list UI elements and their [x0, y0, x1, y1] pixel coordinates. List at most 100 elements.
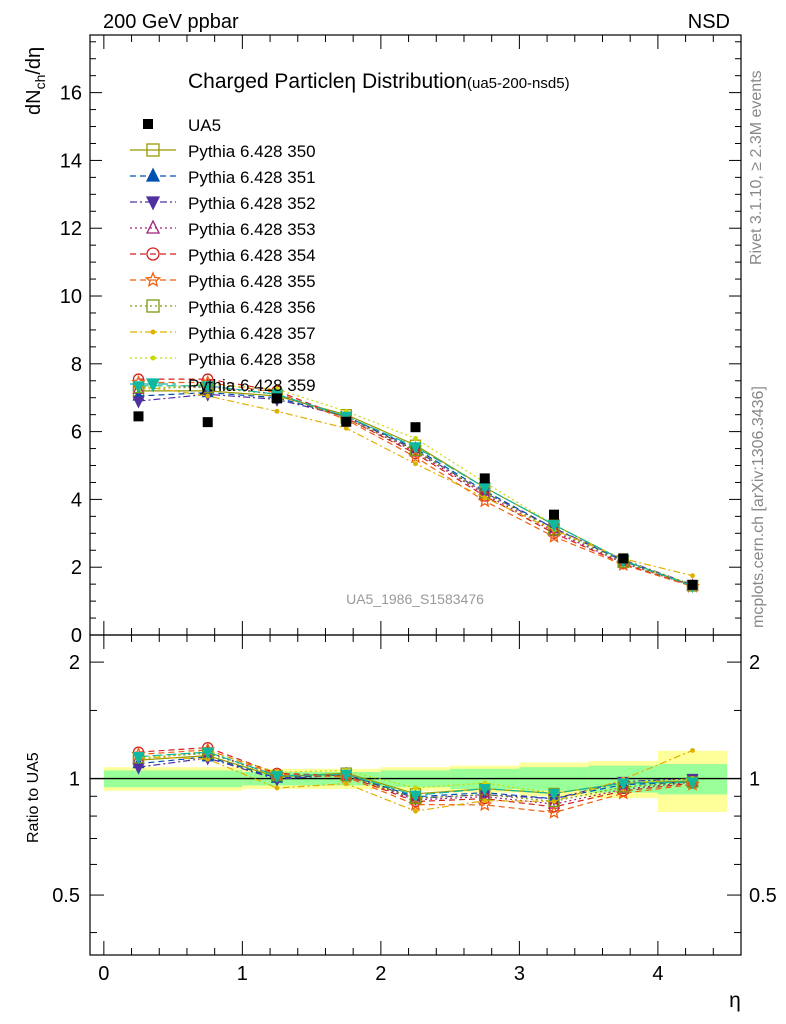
main-ytick-label: 8 — [71, 354, 82, 376]
point-marker — [477, 797, 493, 812]
main-ytick-label: 2 — [71, 557, 82, 579]
ua5-data-point — [410, 422, 421, 433]
point-marker — [145, 167, 161, 182]
series-line — [138, 391, 693, 587]
ua5-data-layer — [133, 393, 698, 590]
series-line — [138, 386, 693, 587]
ratio-ytick-label-right: 0.5 — [749, 885, 777, 907]
ua5-data-point — [133, 411, 144, 422]
point-marker — [144, 271, 162, 288]
point-marker — [686, 777, 699, 790]
point-marker — [547, 788, 561, 801]
series-ratio-line — [138, 749, 693, 814]
legend-label: Pythia 6.428 356 — [188, 298, 316, 317]
point-marker — [146, 143, 160, 157]
point-marker — [274, 408, 280, 414]
xtick-label: 3 — [514, 963, 525, 985]
point-marker — [409, 442, 422, 455]
point-marker — [150, 355, 156, 361]
legend-label: Pythia 6.428 350 — [188, 142, 316, 161]
ylabel-rest: /dη — [23, 47, 45, 75]
series-line — [138, 383, 693, 586]
point-marker — [482, 798, 488, 804]
point-marker — [482, 495, 488, 501]
main-ylabel: dNch/dη — [23, 47, 48, 115]
legend-label: Pythia 6.428 357 — [188, 324, 316, 343]
legend: UA5 Pythia 6.428 350 Pythia 6.428 351 Pythi… — [130, 116, 316, 395]
ratio-ytick-label: 2 — [69, 652, 80, 674]
point-marker — [132, 751, 145, 765]
xtick-label: 4 — [652, 963, 663, 985]
point-marker — [547, 520, 561, 533]
point-marker — [201, 381, 214, 394]
series-ratio-line — [138, 757, 693, 800]
point-marker — [274, 785, 280, 791]
ua5-data-point — [341, 416, 352, 427]
rivet-version-label: Rivet 3.1.10, ≥ 2.3M events — [748, 70, 765, 265]
title-eta-symbol: η — [344, 70, 356, 93]
point-marker — [145, 219, 161, 234]
ua5-data-point — [549, 509, 560, 520]
main-ytick-label: 6 — [71, 422, 82, 444]
point-marker — [413, 435, 418, 441]
point-marker — [150, 329, 156, 335]
main-ytick-label: 12 — [60, 218, 82, 240]
point-marker — [617, 781, 630, 794]
point-marker — [145, 378, 161, 393]
point-marker — [617, 778, 630, 791]
legend-label: Pythia 6.428 354 — [188, 246, 316, 265]
ratio-ytick-label: 0.5 — [52, 885, 80, 907]
xtick-label: 0 — [98, 963, 109, 985]
point-marker — [413, 461, 418, 467]
point-marker — [546, 804, 562, 819]
ratio-plot-frame — [89, 634, 742, 956]
point-marker — [146, 299, 160, 313]
series-line — [138, 385, 693, 577]
point-marker — [408, 796, 423, 811]
title-tag: (ua5-200-nsd5) — [467, 75, 570, 92]
mcplots-label: mcplots.cern.ch [arXiv:1306.3436] — [750, 386, 767, 628]
ua5-data-point — [618, 553, 629, 564]
point-marker — [343, 781, 349, 787]
series-line — [138, 381, 693, 588]
main-title: Charged Particleη Distribution(ua5-200-n… — [188, 70, 570, 93]
ua5-data-point — [202, 417, 213, 428]
header-right: NSD — [688, 11, 730, 33]
ua5-data-point — [271, 393, 282, 404]
mc-series-layer — [131, 373, 700, 819]
ratio-ytick-label-right: 2 — [749, 652, 760, 674]
legend-label: Pythia 6.428 355 — [188, 272, 316, 291]
point-marker — [690, 573, 695, 579]
point-marker — [478, 482, 491, 495]
legend-marker-ua5 — [143, 119, 153, 129]
legend-label: Pythia 6.428 351 — [188, 168, 316, 187]
legend-label: Pythia 6.428 359 — [188, 376, 316, 395]
legend-label: Pythia 6.428 358 — [188, 350, 316, 369]
title-text: Charged Particle — [188, 70, 344, 93]
ratio-axes: 0.5 0.5 1 1 2 2 — [52, 652, 777, 934]
xtick-label: 1 — [237, 963, 248, 985]
main-ytick-label: 0 — [71, 625, 82, 647]
ratio-ylabel: Ratio to UA5 — [25, 752, 42, 843]
main-ytick-label: 16 — [60, 83, 82, 105]
series-line — [138, 390, 693, 587]
series-359 — [132, 381, 699, 803]
series-line — [138, 385, 693, 587]
series-ratio-line — [138, 746, 693, 808]
ratio-ytick-label: 1 — [69, 769, 80, 791]
point-marker — [478, 784, 491, 797]
point-marker — [340, 769, 353, 782]
ylabel-sub: ch — [32, 75, 48, 90]
point-marker — [146, 247, 160, 261]
point-marker — [270, 771, 284, 784]
xtick-label: 2 — [375, 963, 386, 985]
point-marker — [132, 396, 145, 409]
point-marker — [409, 444, 422, 457]
title-rest: Distribution — [356, 70, 467, 93]
series-line — [138, 378, 693, 587]
analysis-id: UA5_1986_S1583476 — [346, 591, 484, 607]
main-ytick-label: 4 — [71, 489, 82, 511]
ratio-ytick-label-right: 1 — [749, 769, 760, 791]
point-marker — [690, 747, 695, 753]
